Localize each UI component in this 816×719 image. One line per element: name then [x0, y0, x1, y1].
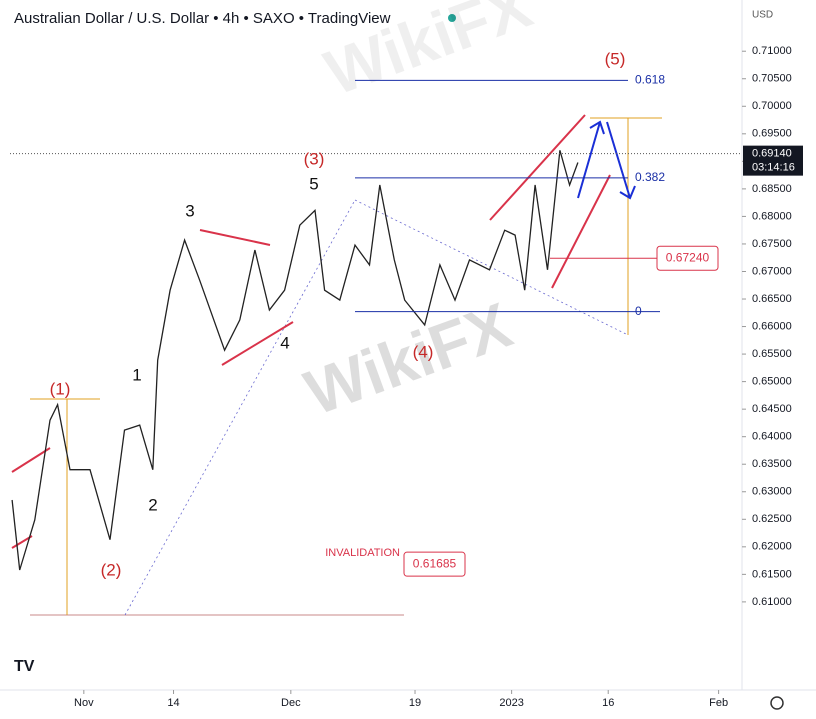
y-tick-label: 0.67000: [752, 265, 792, 277]
y-tick-label: 0.63500: [752, 458, 792, 470]
y-tick-label: 0.63000: [752, 486, 792, 498]
settings-icon[interactable]: [770, 696, 784, 710]
x-tick-label: Nov: [74, 697, 94, 709]
wave-label: (3): [304, 149, 325, 168]
price-box-label: 0.67240: [666, 250, 710, 264]
x-tick-label: 16: [602, 697, 614, 709]
x-tick-label: Dec: [281, 697, 301, 709]
y-tick-label: 0.70000: [752, 100, 792, 112]
drawing-line: [551, 174, 611, 289]
drawing-line: [11, 447, 51, 473]
wave-label: 1: [132, 365, 141, 384]
wave-label: (4): [413, 342, 434, 361]
y-tick-label: 0.66500: [752, 293, 792, 305]
drawing-line: [124, 199, 356, 616]
drawing-line: [221, 321, 294, 366]
price-box: [403, 551, 466, 577]
x-tick-label: 14: [167, 697, 179, 709]
price-box: [656, 245, 719, 271]
wave-label: (2): [101, 560, 122, 579]
x-tick-label: 19: [409, 697, 421, 709]
market-status: [448, 14, 456, 22]
y-tick-label: 0.64500: [752, 403, 792, 415]
drawing-line: [199, 229, 271, 246]
y-tick-label: 0.65000: [752, 376, 792, 388]
last-price-box: [743, 145, 803, 176]
y-tick-label: 0.61000: [752, 596, 792, 608]
x-tick-label: Feb: [709, 697, 728, 709]
wave-label: 4: [280, 333, 289, 352]
y-tick-label: 0.71000: [752, 45, 792, 57]
drawing-line: [354, 199, 629, 336]
wave-label: (1): [50, 379, 71, 398]
chart-title: Australian Dollar / U.S. Dollar • 4h • S…: [14, 10, 391, 27]
y-tick-label: 0.64000: [752, 431, 792, 443]
y-tick-label: 0.65500: [752, 348, 792, 360]
wave-label: 5: [309, 174, 318, 193]
drawing-line: [489, 114, 586, 221]
y-tick-label: 0.66000: [752, 320, 792, 332]
y-tick-label: 0.61500: [752, 568, 792, 580]
wave-label: 3: [185, 201, 194, 220]
fib-label: 0.618: [635, 73, 665, 87]
x-tick-label: 2023: [499, 697, 523, 709]
tv-logo: TV: [14, 658, 35, 675]
wave-label: (5): [605, 49, 626, 68]
y-tick-label: 0.70500: [752, 73, 792, 85]
price-box-label: 0.61685: [413, 556, 457, 570]
projection-arrow: [577, 120, 636, 200]
y-tick-label: 0.62500: [752, 513, 792, 525]
y-tick-label: 0.67500: [752, 238, 792, 250]
currency: USD: [752, 10, 773, 21]
y-tick-label: 0.68000: [752, 210, 792, 222]
countdown: 03:14:16: [752, 162, 795, 174]
fib-label: 0: [635, 304, 642, 318]
y-tick-label: 0.69500: [752, 128, 792, 140]
y-tick-label: 0.68500: [752, 183, 792, 195]
y-tick-label: 0.62000: [752, 541, 792, 553]
fib-label: 0.382: [635, 170, 665, 184]
wave-label: 2: [148, 495, 157, 514]
price-line: [11, 150, 579, 571]
last-price-label: 0.69140: [752, 148, 792, 160]
level-text: INVALIDATION: [325, 547, 400, 559]
